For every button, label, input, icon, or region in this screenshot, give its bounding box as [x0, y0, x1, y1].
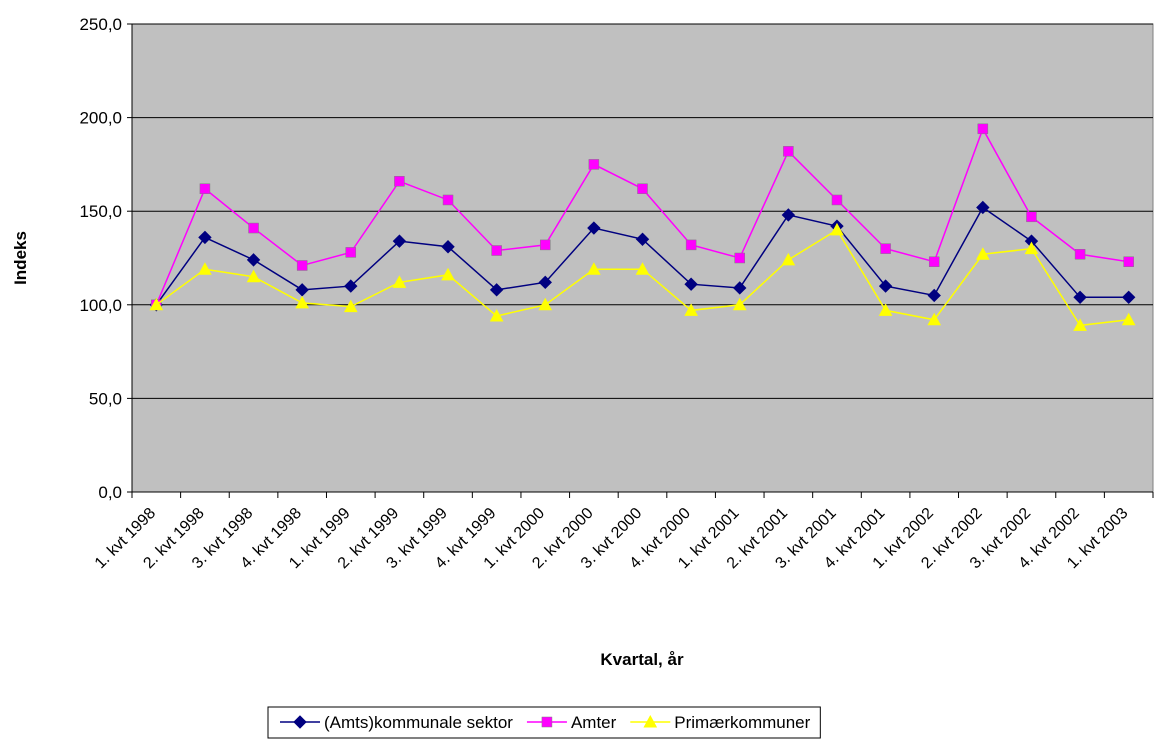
point: [198, 230, 212, 245]
point: [1123, 256, 1134, 267]
point: [538, 275, 552, 290]
point: [441, 267, 455, 281]
legend-label: (Amts)kommunale sektor: [324, 713, 513, 732]
point: [541, 716, 553, 728]
point: [1073, 290, 1087, 305]
point: [927, 312, 942, 326]
point: [587, 221, 601, 235]
plot-area: [131, 23, 1154, 493]
point: [637, 183, 648, 194]
point: [296, 260, 308, 271]
point: [734, 252, 745, 264]
point: [927, 288, 941, 303]
point: [732, 297, 747, 311]
point: [928, 256, 940, 267]
point: [635, 232, 650, 246]
point: [345, 247, 357, 258]
point: [442, 194, 454, 206]
point: [248, 222, 259, 234]
point: [1026, 211, 1037, 223]
point: [831, 194, 843, 206]
point: [976, 200, 990, 215]
point: [295, 295, 310, 309]
point: [489, 308, 504, 322]
point: [540, 239, 551, 251]
point: [1121, 312, 1136, 326]
point: [198, 262, 212, 275]
point: [293, 715, 307, 729]
point: [441, 240, 455, 254]
legend-label: Primærkommuner: [674, 713, 810, 732]
point: [1024, 241, 1039, 255]
point: [684, 277, 698, 291]
point: [781, 208, 796, 222]
point: [246, 253, 261, 267]
point: [199, 183, 211, 194]
y-tick-label: 50,0: [89, 389, 122, 408]
point: [635, 262, 650, 275]
point: [685, 239, 697, 251]
point: [394, 175, 405, 187]
x-axis-title: Kvartal, år: [600, 650, 684, 669]
point: [246, 269, 261, 283]
point: [783, 146, 794, 157]
point: [491, 245, 502, 256]
point: [733, 281, 747, 295]
point: [392, 275, 407, 288]
y-tick-label: 0,0: [98, 483, 122, 502]
point: [489, 283, 504, 297]
point: [343, 299, 358, 313]
point: [1121, 290, 1136, 305]
legend: (Amts)kommunale sektor Amter Primærkommune…: [267, 706, 821, 739]
point: [392, 234, 407, 248]
point: [880, 243, 891, 254]
point: [1074, 249, 1086, 260]
y-tick-label: 200,0: [79, 109, 122, 128]
point: [830, 222, 844, 236]
point: [977, 123, 989, 135]
point: [344, 279, 358, 293]
y-tick-label: 250,0: [79, 15, 122, 34]
point: [538, 297, 553, 311]
y-tick-label: 100,0: [79, 296, 122, 315]
point: [975, 247, 990, 260]
point: [643, 714, 658, 728]
point: [1073, 318, 1087, 331]
point: [295, 283, 309, 297]
point: [149, 297, 164, 311]
point: [587, 262, 601, 275]
point: [781, 252, 796, 266]
legend-label: Amter: [571, 713, 617, 732]
y-axis-title: Indeks: [11, 231, 30, 285]
point: [878, 279, 893, 293]
point: [588, 159, 600, 170]
point: [878, 303, 893, 316]
y-tick-label: 150,0: [79, 202, 122, 221]
point: [684, 303, 698, 316]
